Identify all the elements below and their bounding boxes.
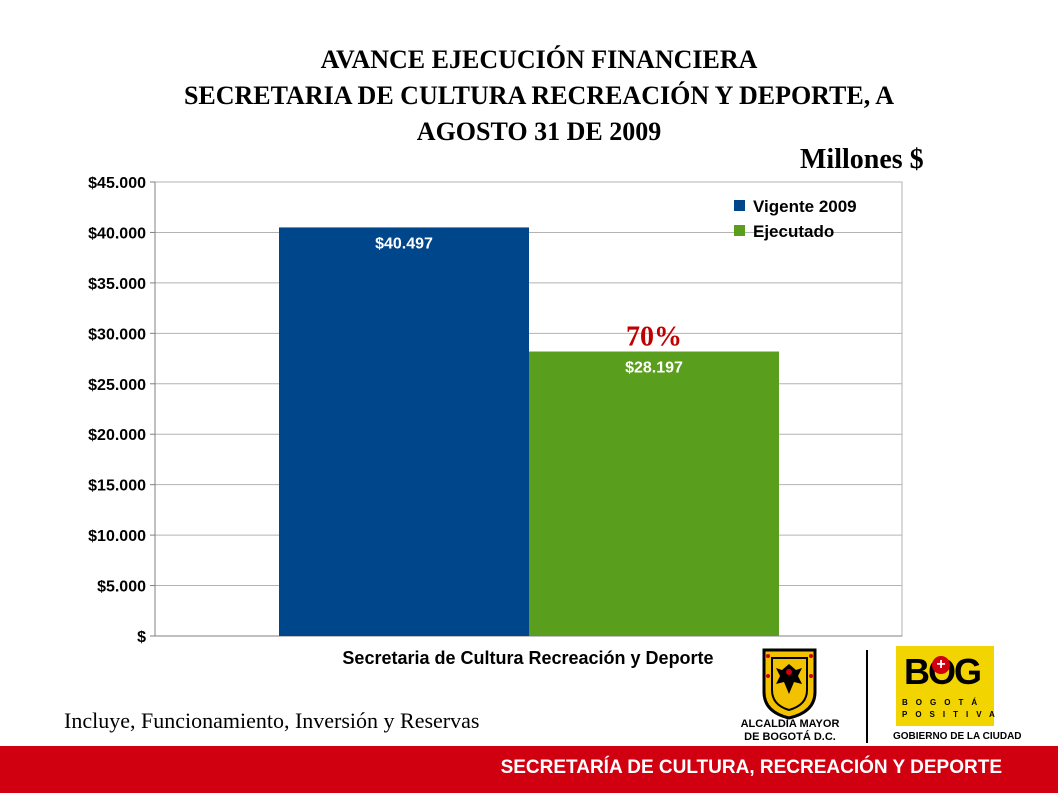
legend-swatch <box>734 200 745 211</box>
y-tick-label: $ <box>137 629 146 646</box>
percent-annotation: 70% <box>626 322 682 353</box>
title-line-2: SECRETARIA DE CULTURA RECREACIÓN Y DEPOR… <box>183 81 895 110</box>
footer-text: SECRETARÍA DE CULTURA, RECREACIÓN Y DEPO… <box>500 757 1002 778</box>
bog-gov-text: GOBIERNO DE LA CIUDAD <box>893 731 1022 742</box>
bog-row-1: BOGOTÁ <box>902 698 986 707</box>
y-tick-label: $45.000 <box>88 175 146 192</box>
footnote: Incluye, Funcionamiento, Inversión y Res… <box>64 708 480 733</box>
y-tick-label: $20.000 <box>88 427 146 444</box>
y-tick-label: $5.000 <box>97 579 146 596</box>
alcaldia-text: ALCALDÍA MAYOR DE BOGOTÁ D.C. <box>720 718 860 744</box>
data-label: $28.197 <box>625 360 683 377</box>
chart-title: AVANCE EJECUCIÓN FINANCIERA SECRETARIA D… <box>0 42 1058 150</box>
bar-ejecutado <box>529 351 779 636</box>
y-tick-label: $25.000 <box>88 377 146 394</box>
footer-bar: SECRETARÍA DE CULTURA, RECREACIÓN Y DEPO… <box>0 746 1058 793</box>
alcaldia-coat-of-arms-logo <box>762 648 817 720</box>
y-tick-label: $10.000 <box>88 528 146 545</box>
alcaldia-line-1: ALCALDÍA MAYOR <box>740 718 840 730</box>
y-tick-label: $40.000 <box>88 225 146 242</box>
bar-chart: $ $5.000 $10.000 $15.000 $20.000 $25.000 $30.… <box>88 175 903 668</box>
units-label: Millones $ <box>800 144 924 175</box>
legend-label: Ejecutado <box>753 222 834 241</box>
y-tick-label: $35.000 <box>88 276 146 293</box>
bog-row-2: POSITIVA <box>902 710 1003 719</box>
bog-cross-icon: + <box>932 656 950 674</box>
y-tick-label: $30.000 <box>88 326 146 343</box>
data-label: $40.497 <box>375 235 433 252</box>
legend-swatch <box>734 225 745 236</box>
bogota-positiva-logo: BOG + BOGOTÁ POSITIVA <box>896 646 995 726</box>
title-line-3: AGOSTO 31 DE 2009 <box>416 117 662 146</box>
title-line-1: AVANCE EJECUCIÓN FINANCIERA <box>320 45 758 74</box>
alcaldia-line-2: DE BOGOTÁ D.C. <box>744 731 836 743</box>
logo-divider <box>866 650 868 743</box>
legend-label: Vigente 2009 <box>753 197 857 216</box>
bar-vigente-2009 <box>279 227 529 636</box>
x-category-label: Secretaria de Cultura Recreación y Depor… <box>342 648 713 668</box>
y-tick-label: $15.000 <box>88 478 146 495</box>
